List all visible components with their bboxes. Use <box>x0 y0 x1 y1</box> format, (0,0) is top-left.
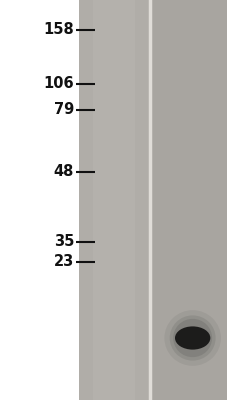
Text: 158: 158 <box>43 22 74 38</box>
Ellipse shape <box>164 310 220 366</box>
Bar <box>151 0 227 400</box>
Text: 48: 48 <box>54 164 74 180</box>
Bar <box>78 0 149 400</box>
Ellipse shape <box>169 315 215 361</box>
Bar <box>92 0 135 400</box>
Text: 35: 35 <box>54 234 74 250</box>
Text: 106: 106 <box>43 76 74 92</box>
Text: 79: 79 <box>54 102 74 118</box>
Ellipse shape <box>173 319 211 357</box>
Ellipse shape <box>174 326 210 350</box>
Text: 23: 23 <box>54 254 74 270</box>
